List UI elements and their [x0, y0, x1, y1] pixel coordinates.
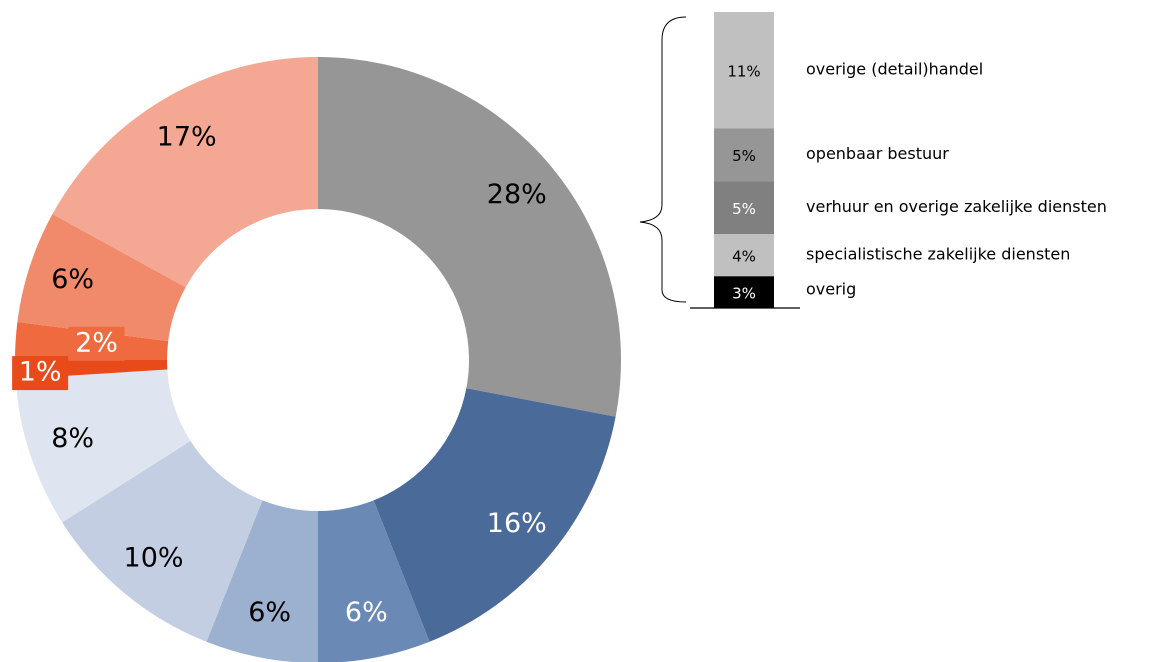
legend-label: overig	[806, 280, 856, 299]
segment-label: 5%	[732, 147, 756, 165]
bar-segment	[714, 12, 774, 129]
bar-segment	[714, 276, 774, 308]
donut-slice	[318, 500, 430, 662]
legend-label: overige (detail)handel	[806, 60, 983, 79]
slice-label: 2%	[75, 327, 118, 358]
slice-label: 17%	[157, 121, 217, 152]
label-box	[12, 356, 69, 391]
slice-label: 16%	[487, 508, 547, 539]
slice-label: 6%	[248, 597, 291, 628]
bar-segment	[714, 128, 774, 182]
donut-slice	[15, 369, 191, 523]
donut-slice	[52, 57, 319, 288]
slice-label: 10%	[124, 542, 184, 573]
bar-segment	[714, 181, 774, 234]
segment-label: 3%	[732, 285, 756, 303]
legend-label: verhuur en overige zakelijke diensten	[806, 197, 1107, 216]
segment-label: 11%	[727, 63, 760, 81]
donut-slice	[318, 57, 621, 417]
donut-slice	[62, 440, 263, 642]
legend-label: openbaar bestuur	[806, 144, 949, 163]
slice-label: 28%	[487, 179, 547, 210]
slice-label: 1%	[19, 357, 62, 388]
donut-slice	[373, 388, 616, 642]
slice-label: 6%	[345, 597, 388, 628]
donut-slice	[206, 500, 318, 662]
slice-label: 6%	[51, 264, 94, 295]
legend-label: specialistische zakelijke diensten	[806, 245, 1070, 264]
segment-label: 4%	[732, 248, 756, 266]
donut-slice	[17, 214, 186, 342]
bar-segment	[714, 234, 774, 277]
segment-label: 5%	[732, 200, 756, 218]
slice-label: 8%	[51, 423, 94, 454]
bracket	[639, 16, 687, 303]
label-box	[68, 326, 125, 361]
